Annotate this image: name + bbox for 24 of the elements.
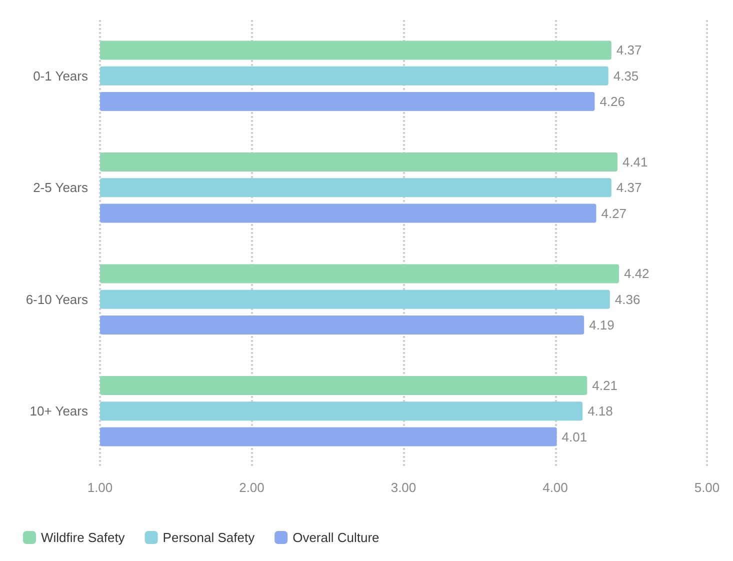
data-label: 4.27 [601, 206, 627, 221]
y-tick-label: 10+ Years [30, 404, 88, 419]
legend-label: Wildfire Safety [41, 530, 126, 545]
x-tick-label: 4.00 [542, 480, 568, 495]
data-label: 4.35 [613, 68, 639, 84]
x-tick-label: 2.00 [239, 480, 264, 495]
data-label: 4.36 [614, 292, 640, 307]
data-label: 4.21 [592, 378, 618, 393]
x-tick-label: 5.00 [694, 480, 720, 495]
data-label: 4.37 [616, 42, 642, 58]
data-label: 4.19 [589, 318, 614, 333]
data-label: 4.41 [622, 154, 648, 170]
legend-label: Overall Culture [292, 530, 380, 545]
y-tick-label: 2-5 Years [33, 180, 88, 196]
x-tick-label: 1.00 [87, 480, 113, 495]
data-label: 4.42 [624, 266, 650, 282]
data-label: 4.18 [588, 404, 613, 419]
x-tick-label: 3.00 [390, 480, 416, 495]
y-tick-label: 0-1 Years [33, 68, 88, 84]
data-label: 4.26 [600, 94, 626, 110]
y-tick-label: 6-10 Years [26, 292, 88, 307]
data-label: 4.37 [616, 180, 642, 196]
legend-label: Personal Safety [162, 530, 256, 545]
data-label: 4.01 [562, 429, 588, 444]
